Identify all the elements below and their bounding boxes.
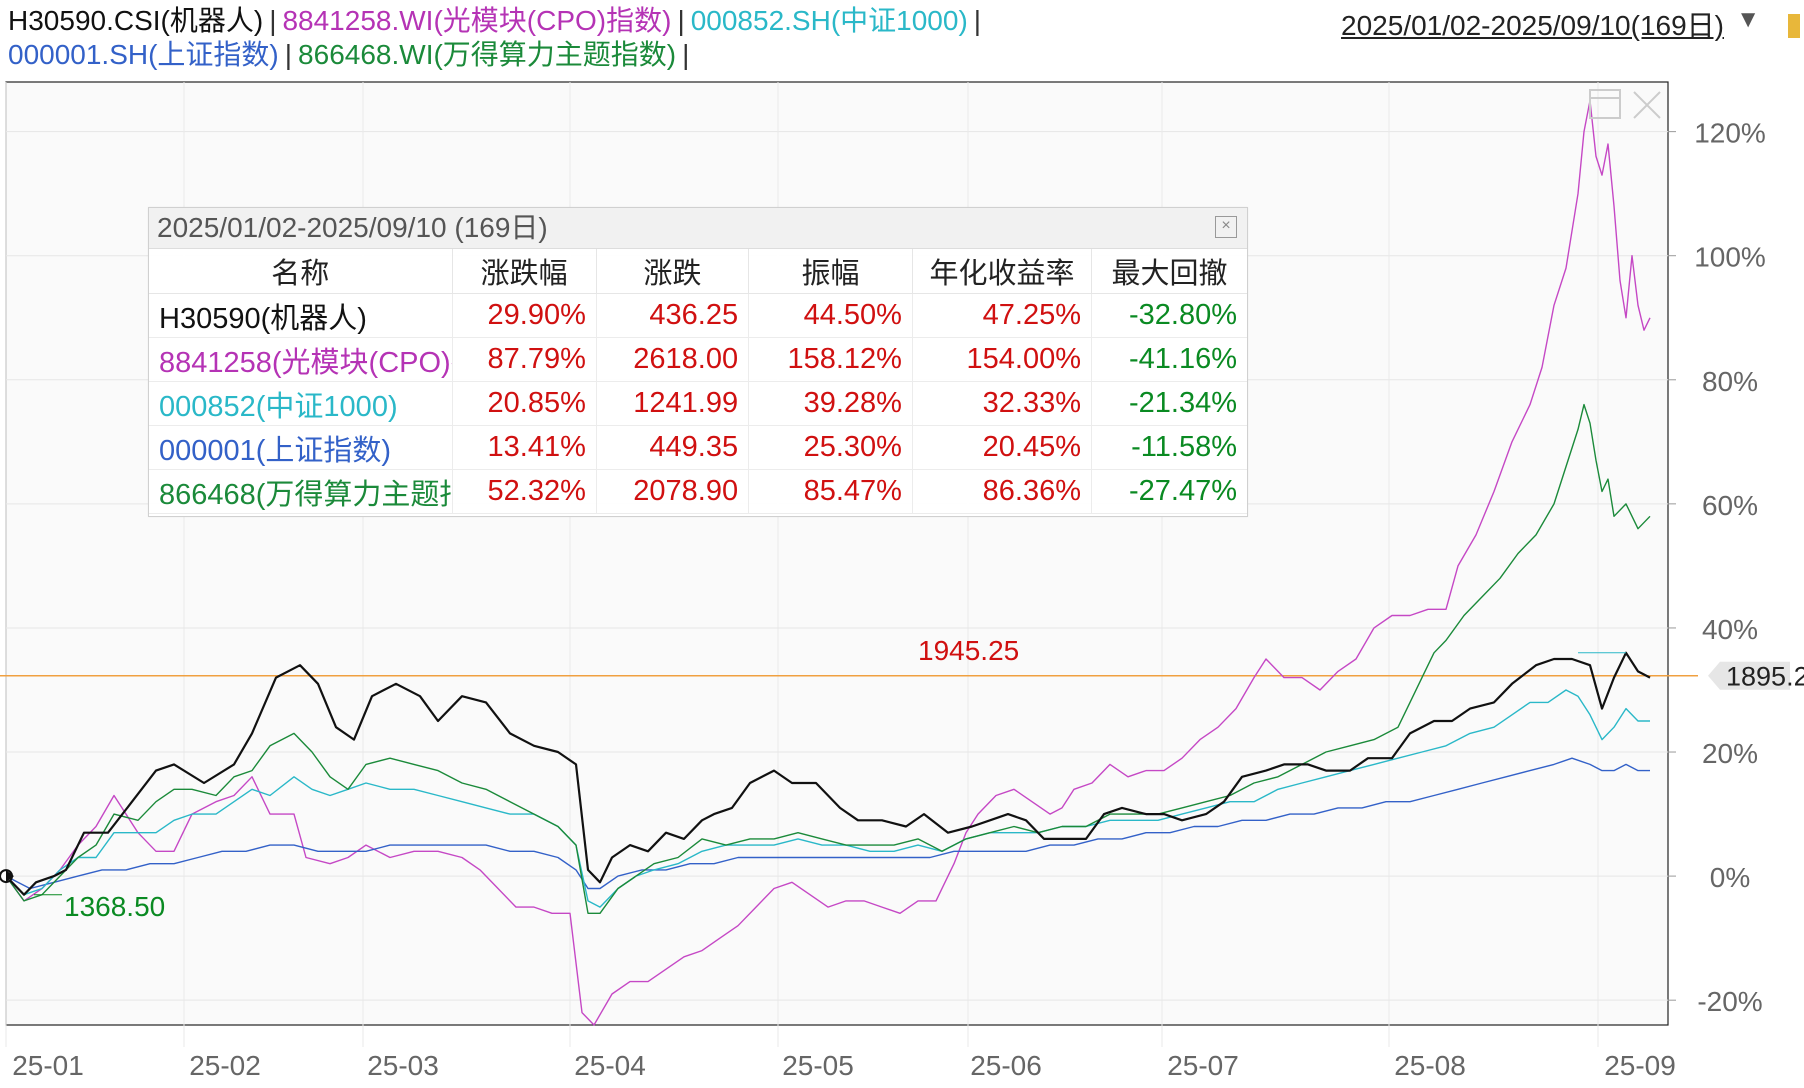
series-line bbox=[5, 99, 1651, 1026]
y-tick-label: 0% bbox=[1710, 862, 1750, 893]
row-value: 436.25 bbox=[596, 293, 750, 338]
table-row[interactable]: H30590(机器人) 29.90% 436.25 44.50% 47.25% -32.8… bbox=[149, 293, 1247, 338]
row-value: 29.90% bbox=[452, 293, 597, 338]
legend-separator: | bbox=[973, 5, 982, 36]
x-tick-label: 25-09 bbox=[1604, 1050, 1676, 1081]
column-header[interactable]: 年化收益率 bbox=[912, 249, 1093, 294]
row-value: 39.28% bbox=[748, 381, 913, 426]
table-row[interactable]: 000852(中证1000) 20.85% 1241.99 39.28% 32.33% -… bbox=[149, 381, 1247, 426]
row-value: 32.33% bbox=[912, 381, 1093, 426]
legend-item[interactable]: 000852.SH(中证1000) bbox=[690, 5, 968, 36]
x-tick-label: 25-06 bbox=[970, 1050, 1042, 1081]
stats-panel: 2025/01/02-2025/09/10 (169日) × 名称 涨跌幅 涨跌 振幅… bbox=[148, 207, 1248, 517]
row-name: H30590(机器人) bbox=[149, 293, 453, 338]
series-line bbox=[5, 757, 1650, 890]
table-row[interactable]: 8841258(光模块(CPO)指数)87.79%2618.00158.12%1… bbox=[149, 337, 1247, 382]
row-value: 158.12% bbox=[748, 337, 913, 382]
y-tick-label: 120% bbox=[1694, 118, 1766, 149]
stats-panel-title: 2025/01/02-2025/09/10 (169日) bbox=[149, 208, 1247, 249]
column-header[interactable]: 最大回撤 bbox=[1091, 249, 1247, 294]
table-row[interactable]: 000001(上证指数) 13.41% 449.35 25.30% 20.45% -11.… bbox=[149, 425, 1247, 470]
y-tick-label: -20% bbox=[1697, 986, 1762, 1017]
row-name: 000001(上证指数) bbox=[149, 425, 453, 470]
row-value: 1241.99 bbox=[596, 381, 750, 426]
row-value: 2078.90 bbox=[596, 469, 750, 514]
legend-separator: | bbox=[682, 39, 690, 70]
date-range-selector[interactable]: 2025/01/02-2025/09/10(169日) bbox=[1341, 10, 1724, 41]
dropdown-caret-icon[interactable]: ▼ bbox=[1736, 6, 1760, 33]
row-value: -27.47% bbox=[1091, 469, 1247, 514]
x-tick-label: 25-05 bbox=[782, 1050, 854, 1081]
annotation-label: 1945.25 bbox=[918, 635, 1019, 666]
row-value: 25.30% bbox=[748, 425, 913, 470]
row-value: 52.32% bbox=[452, 469, 597, 514]
row-value: 154.00% bbox=[912, 337, 1093, 382]
row-value: 20.45% bbox=[912, 425, 1093, 470]
reference-value-badge bbox=[1708, 661, 1790, 690]
row-value: 13.41% bbox=[452, 425, 597, 470]
row-value: 85.47% bbox=[748, 469, 913, 514]
x-tick-label: 25-07 bbox=[1167, 1050, 1239, 1081]
column-header[interactable]: 振幅 bbox=[748, 249, 913, 294]
y-tick-label: 40% bbox=[1702, 614, 1758, 645]
x-tick-label: 25-03 bbox=[367, 1050, 439, 1081]
row-value: -41.16% bbox=[1091, 337, 1247, 382]
row-value: -32.80% bbox=[1091, 293, 1247, 338]
x-tick-label: 25-08 bbox=[1394, 1050, 1466, 1081]
series-line bbox=[5, 651, 1651, 896]
row-value: 47.25% bbox=[912, 293, 1093, 338]
y-tick-label: 20% bbox=[1702, 738, 1758, 769]
legend-item[interactable]: H30590.CSI(机器人) bbox=[8, 5, 264, 36]
row-value: 449.35 bbox=[596, 425, 750, 470]
row-name: 000852(中证1000) bbox=[149, 381, 453, 426]
start-arrow-icon bbox=[6, 870, 14, 883]
stats-table: 名称 涨跌幅 涨跌 振幅 年化收益率 最大回撤 H30590(机器人) 29.90% 436.… bbox=[149, 249, 1247, 514]
legend-separator: | bbox=[677, 5, 685, 36]
corner-flag-icon[interactable] bbox=[1788, 14, 1800, 38]
x-tick-label: 25-01 bbox=[12, 1050, 84, 1081]
column-header[interactable]: 名称 bbox=[149, 249, 453, 294]
column-header[interactable]: 涨跌 bbox=[596, 249, 750, 294]
series-line bbox=[5, 689, 1650, 908]
maximize-icon[interactable] bbox=[1589, 89, 1621, 119]
y-tick-label: 80% bbox=[1702, 366, 1758, 397]
table-row[interactable]: 866468(万得算力主题指数)52.32%2078.9085.47%86.36… bbox=[149, 469, 1247, 514]
legend-item[interactable]: 8841258.WI(光模块(CPO)指数) bbox=[282, 5, 672, 36]
legend-separator: | bbox=[269, 5, 277, 36]
annotation-label: 1368.50 bbox=[64, 891, 165, 922]
row-name: 866468(万得算力主题指数) bbox=[149, 469, 453, 514]
x-tick-label: 25-02 bbox=[189, 1050, 261, 1081]
row-value: 44.50% bbox=[748, 293, 913, 338]
row-value: 87.79% bbox=[452, 337, 597, 382]
legend-item[interactable]: 000001.SH(上证指数) bbox=[8, 39, 279, 70]
reference-value-label: 1895.2 bbox=[1726, 662, 1804, 692]
row-value: -11.58% bbox=[1091, 425, 1247, 470]
y-tick-label: 60% bbox=[1702, 490, 1758, 521]
legend-row-1: H30590.CSI(机器人) | 8841258.WI(光模块(CPO)指数) | 0… bbox=[8, 4, 987, 38]
stats-header-row: 名称 涨跌幅 涨跌 振幅 年化收益率 最大回撤 bbox=[149, 249, 1247, 294]
legend-item[interactable]: 866468.WI(万得算力主题指数) bbox=[298, 39, 677, 70]
column-header[interactable]: 涨跌幅 bbox=[452, 249, 597, 294]
close-icon[interactable]: × bbox=[1215, 216, 1237, 238]
row-value: 86.36% bbox=[912, 469, 1093, 514]
legend-separator: | bbox=[284, 39, 293, 70]
row-name: 8841258(光模块(CPO)指数) bbox=[149, 337, 453, 382]
legend-row-2: 000001.SH(上证指数) | 866468.WI(万得算力主题指数) | bbox=[8, 38, 695, 72]
y-tick-label: 100% bbox=[1694, 242, 1766, 273]
row-value: 2618.00 bbox=[596, 337, 750, 382]
row-value: -21.34% bbox=[1091, 381, 1247, 426]
series-line bbox=[5, 403, 1651, 914]
row-value: 20.85% bbox=[452, 381, 597, 426]
x-tick-label: 25-04 bbox=[574, 1050, 646, 1081]
close-plot-icon[interactable] bbox=[1633, 91, 1661, 119]
